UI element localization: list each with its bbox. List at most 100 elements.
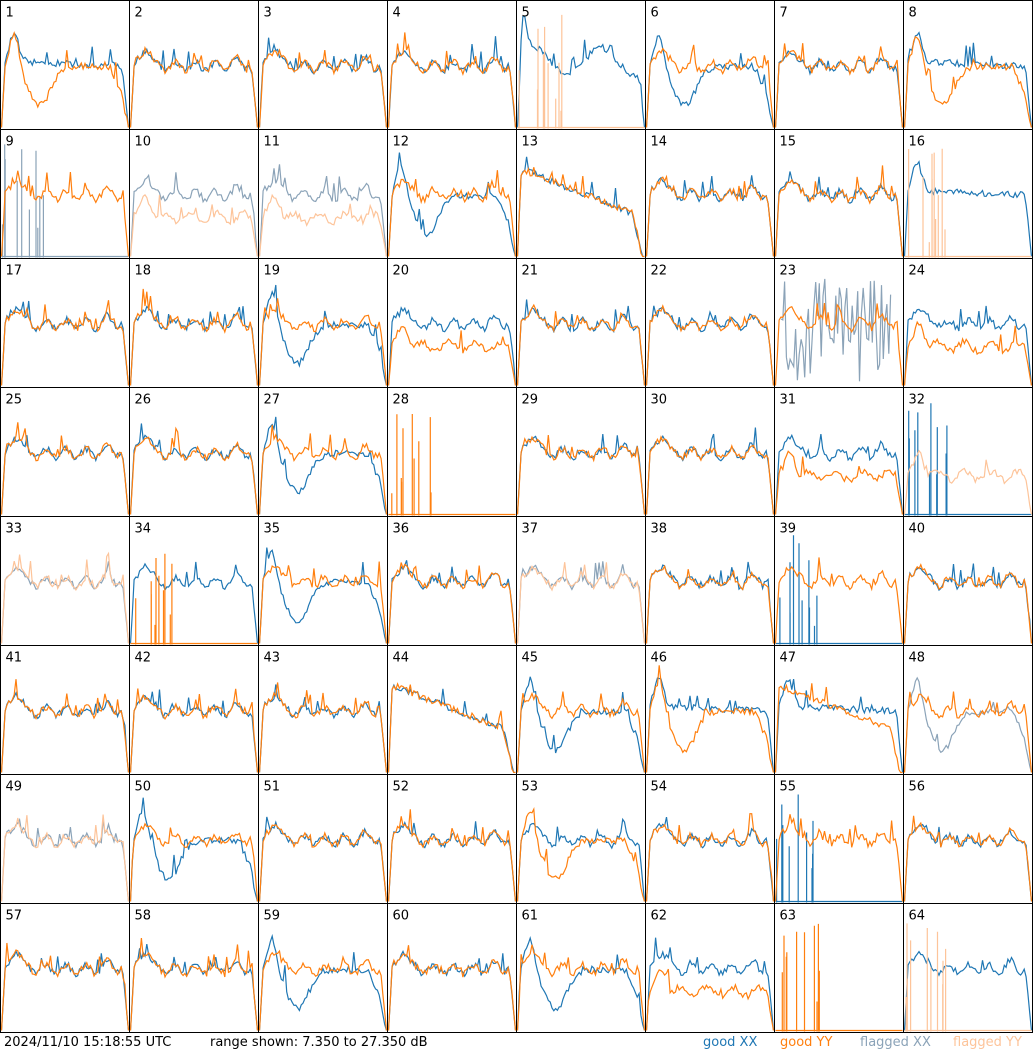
tile-frame [129,387,259,517]
series-yy-22 [645,304,775,386]
series-yy-53 [516,806,646,902]
series-xx-58 [129,943,259,1031]
tile-label: 47 [780,651,797,666]
tile-frame [129,0,259,130]
tile-label: 30 [651,393,668,408]
tile-6: 6 [645,0,775,130]
series-yy-48 [903,691,1033,773]
tile-label: 41 [6,651,23,666]
tile-label: 9 [6,135,14,150]
series-yy-56 [903,815,1033,902]
tile-label: 1 [6,6,14,21]
tile-label: 22 [651,264,668,279]
tile-33: 33 [0,516,130,646]
tile-45: 45 [516,645,646,775]
series-yy-37 [516,562,646,644]
series-yy-51 [258,823,388,902]
legend-good-xx: good XX [703,1035,758,1050]
series-yy-18 [129,288,259,386]
tile-11: 11 [258,129,388,259]
tile-label: 56 [909,780,926,795]
tile-frame [387,258,517,388]
series-yy-31 [774,450,904,515]
tile-18: 18 [129,258,259,388]
tile-label: 52 [393,780,410,795]
tile-47: 47 [774,645,904,775]
tile-label: 34 [135,522,152,537]
series-xx-19 [258,284,388,386]
series-xx-8 [903,31,1033,128]
tile-label: 32 [909,393,926,408]
tile-39: 39 [774,516,904,646]
tile-46: 46 [645,645,775,775]
series-xx-24 [903,305,1033,386]
series-xx-10 [129,172,259,257]
series-xx-61 [516,936,646,1031]
tile-60: 60 [387,903,517,1033]
footer-bar: 2024/11/10 15:18:55 UTC range shown: 7.3… [0,1033,1033,1053]
tile-28: 28 [387,387,517,517]
series-yy-63 [775,923,903,1032]
tile-frame [387,0,517,130]
series-yy-2 [129,45,259,128]
series-xx-25 [0,435,130,515]
tile-42: 42 [129,645,259,775]
series-yy-27 [258,424,388,515]
tile-61: 61 [516,903,646,1033]
tile-frame [774,645,904,775]
tile-label: 6 [651,6,659,21]
series-xx-31 [774,433,904,515]
series-yy-40 [903,563,1033,644]
tile-label: 8 [909,6,917,21]
series-yy-34 [130,553,258,645]
tile-label: 64 [909,909,926,924]
series-xx-33 [0,561,130,644]
tile-label: 21 [522,264,539,279]
tile-24: 24 [903,258,1033,388]
series-yy-50 [129,822,259,902]
tile-label: 29 [522,393,539,408]
tile-37: 37 [516,516,646,646]
tile-frame [258,387,388,517]
tile-label: 51 [264,780,281,795]
tile-label: 54 [651,780,668,795]
tile-frame [645,516,775,646]
tile-21: 21 [516,258,646,388]
series-xx-56 [903,823,1033,902]
series-xx-6 [645,35,775,128]
tile-56: 56 [903,774,1033,904]
tile-32: 32 [903,387,1033,517]
tile-35: 35 [258,516,388,646]
tile-63: 63 [774,903,904,1033]
tile-label: 16 [909,135,926,150]
tile-26: 26 [129,387,259,517]
series-yy-33 [0,551,130,644]
series-yy-1 [0,30,130,128]
tile-label: 4 [393,6,401,21]
tile-label: 35 [264,522,281,537]
series-yy-58 [129,938,259,1031]
series-yy-20 [387,325,517,386]
tile-64: 64 [903,903,1033,1033]
tile-31: 31 [774,387,904,517]
series-xx-5 [516,15,646,128]
tile-label: 50 [135,780,152,795]
series-xx-26 [129,423,259,515]
tile-34: 34 [129,516,259,646]
series-yy-4 [387,32,517,128]
tile-label: 24 [909,264,926,279]
series-yy-57 [0,942,130,1031]
tile-label: 49 [6,780,23,795]
tile-label: 58 [135,909,152,924]
series-xx-54 [645,816,775,902]
tile-57: 57 [0,903,130,1033]
tile-12: 12 [387,129,517,259]
tile-16: 16 [903,129,1033,259]
timestamp: 2024/11/10 15:18:55 UTC [4,1035,172,1050]
series-xx-30 [645,427,775,515]
series-xx-34 [129,561,259,644]
tile-9: 9 [0,129,130,259]
series-xx-39 [775,535,903,645]
series-xx-50 [129,797,259,902]
series-xx-35 [258,547,388,644]
